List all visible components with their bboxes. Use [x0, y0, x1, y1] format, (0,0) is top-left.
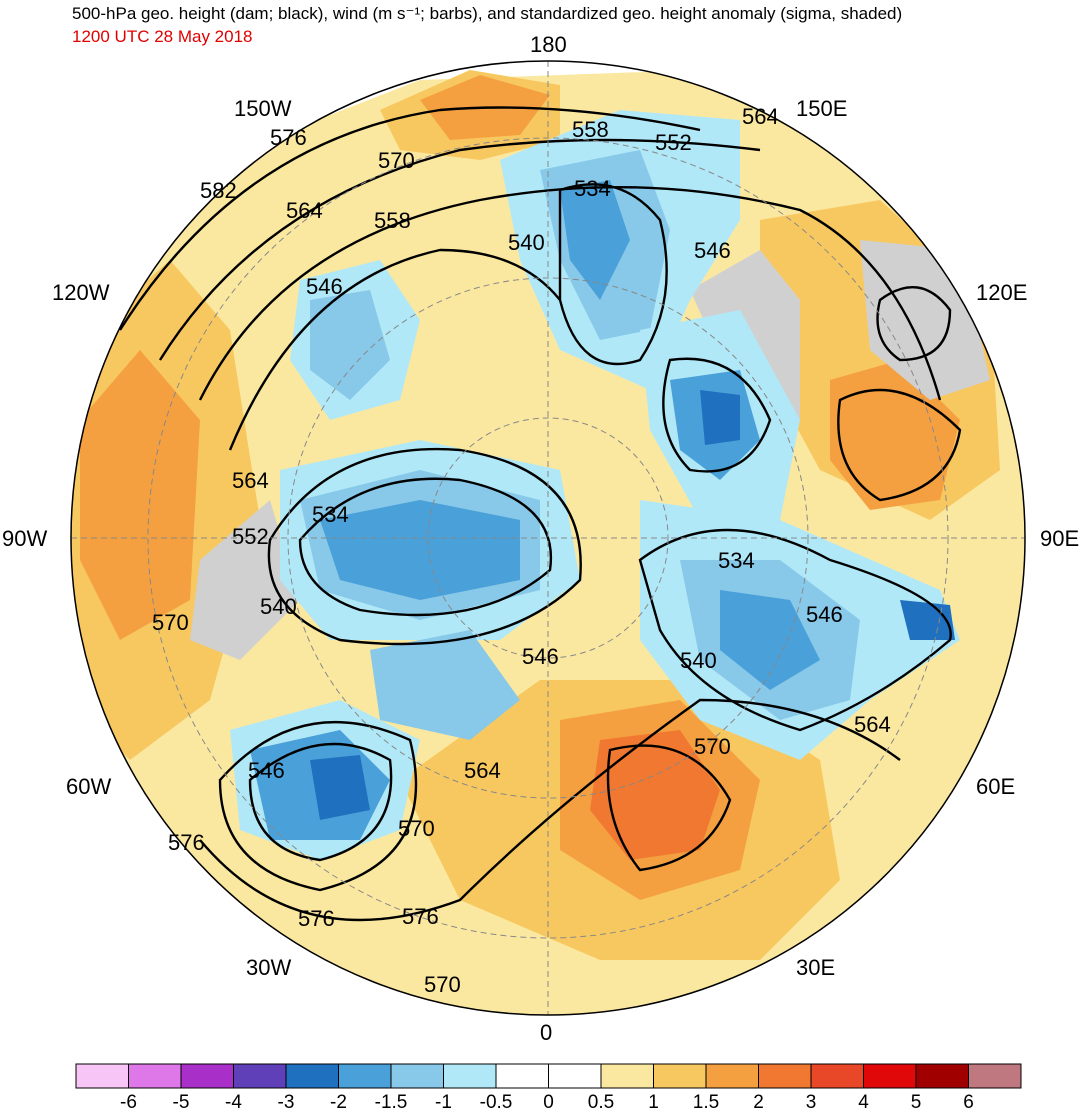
colorbar-tick-label: -0.5 [480, 1092, 513, 1112]
contour-label: 534 [574, 176, 611, 201]
contour-label: 540 [508, 230, 545, 255]
lon-label-30w: 30W [246, 955, 291, 980]
contour-label: 558 [374, 208, 411, 233]
contour-label: 558 [572, 117, 609, 142]
contour-label: 570 [694, 734, 731, 759]
height-contours [118, 106, 962, 922]
colorbar-tick-label: -6 [120, 1092, 137, 1112]
contour-label: 576 [270, 125, 307, 150]
contour-label: 564 [742, 104, 779, 129]
lon-label-150w: 150W [234, 96, 292, 121]
map-boundary [70, 60, 1026, 1016]
lon-label-30e: 30E [796, 955, 835, 980]
contour-label: 546 [522, 644, 559, 669]
contour-label: 564 [854, 712, 891, 737]
contour-label: 570 [398, 816, 435, 841]
colorbar-tick-label: 1 [648, 1092, 659, 1112]
contour-label: 576 [298, 906, 335, 931]
colorbar-tick-label: -4 [225, 1092, 242, 1112]
colorbar-swatch [75, 1063, 129, 1089]
colorbar-tick-label: 5 [911, 1092, 922, 1112]
contour-label: 570 [378, 148, 415, 173]
contour-label: 552 [655, 130, 692, 155]
colorbar-swatch [968, 1063, 1022, 1089]
colorbar-swatch [548, 1063, 602, 1089]
contour-label: 546 [248, 758, 285, 783]
colorbar-swatch [443, 1063, 497, 1089]
colorbar-ticks: -6 -5 -4 -3 -2 -1.5 -1 -0.5 0 0.5 1 1.5 2 3 4 5 6 [120, 1092, 974, 1112]
colorbar-swatch [915, 1063, 969, 1089]
contour-label: 534 [312, 502, 349, 527]
colorbar-tick-label: 0.5 [588, 1092, 614, 1112]
contour-label: 564 [232, 468, 269, 493]
lon-label-90e: 90E [1040, 526, 1079, 551]
colorbar-swatches [75, 1063, 1022, 1089]
graticule [71, 61, 1025, 1015]
map-title: 500-hPa geo. height (dam; black), wind (… [72, 4, 903, 23]
colorbar-swatch [390, 1063, 444, 1089]
contour-label: 546 [306, 274, 343, 299]
colorbar-swatch [338, 1063, 392, 1089]
lon-label-90w: 90W [2, 526, 47, 551]
lon-label-0: 0 [540, 1020, 552, 1045]
contour-label: 534 [718, 548, 755, 573]
lon-label-150e: 150E [796, 96, 847, 121]
colorbar-swatch [705, 1063, 759, 1089]
colorbar-tick-label: 6 [963, 1092, 974, 1112]
contour-labels: 576 570 558 552 564 582 564 558 534 540 … [152, 104, 891, 997]
colorbar-swatch [285, 1063, 339, 1089]
colorbar-tick-label: -1.5 [375, 1092, 408, 1112]
colorbar-swatch [180, 1063, 234, 1089]
colorbar-swatch [653, 1063, 707, 1089]
colorbar-tick-label: -2 [330, 1092, 347, 1112]
contour-label: 546 [694, 238, 731, 263]
lon-label-60e: 60E [976, 774, 1015, 799]
colorbar-tick-label: 0 [543, 1092, 554, 1112]
valid-time: 1200 UTC 28 May 2018 [72, 27, 253, 46]
contour-label: 564 [464, 758, 501, 783]
lon-label-120w: 120W [52, 280, 110, 305]
anomaly-shading [71, 61, 1025, 1015]
colorbar-tick-label: 4 [858, 1092, 869, 1112]
contour-label: 576 [402, 904, 439, 929]
colorbar-swatch [810, 1063, 864, 1089]
colorbar-swatch [863, 1063, 917, 1089]
contour-label: 546 [806, 602, 843, 627]
colorbar-tick-label: 3 [806, 1092, 817, 1112]
lon-label-180: 180 [530, 32, 567, 57]
contour-label: 576 [168, 830, 205, 855]
colorbar-tick-label: -5 [173, 1092, 190, 1112]
colorbar-tick-label: 2 [753, 1092, 764, 1112]
colorbar-swatch [758, 1063, 812, 1089]
colorbar-swatch [128, 1063, 182, 1089]
contour-label: 570 [424, 972, 461, 997]
contour-label: 582 [200, 178, 237, 203]
colorbar-tick-label: 1.5 [693, 1092, 719, 1112]
contour-label: 552 [232, 524, 269, 549]
colorbar-swatch [600, 1063, 654, 1089]
contour-label: 564 [286, 198, 323, 223]
contour-label: 540 [260, 594, 297, 619]
colorbar-swatch [233, 1063, 287, 1089]
lon-label-60w: 60W [66, 774, 111, 799]
colorbar-tick-label: -1 [435, 1092, 452, 1112]
colorbar-tick-label: -3 [278, 1092, 295, 1112]
colorbar-swatch [495, 1063, 549, 1089]
contour-label: 570 [152, 610, 189, 635]
lon-label-120e: 120E [976, 280, 1027, 305]
contour-label: 540 [680, 648, 717, 673]
